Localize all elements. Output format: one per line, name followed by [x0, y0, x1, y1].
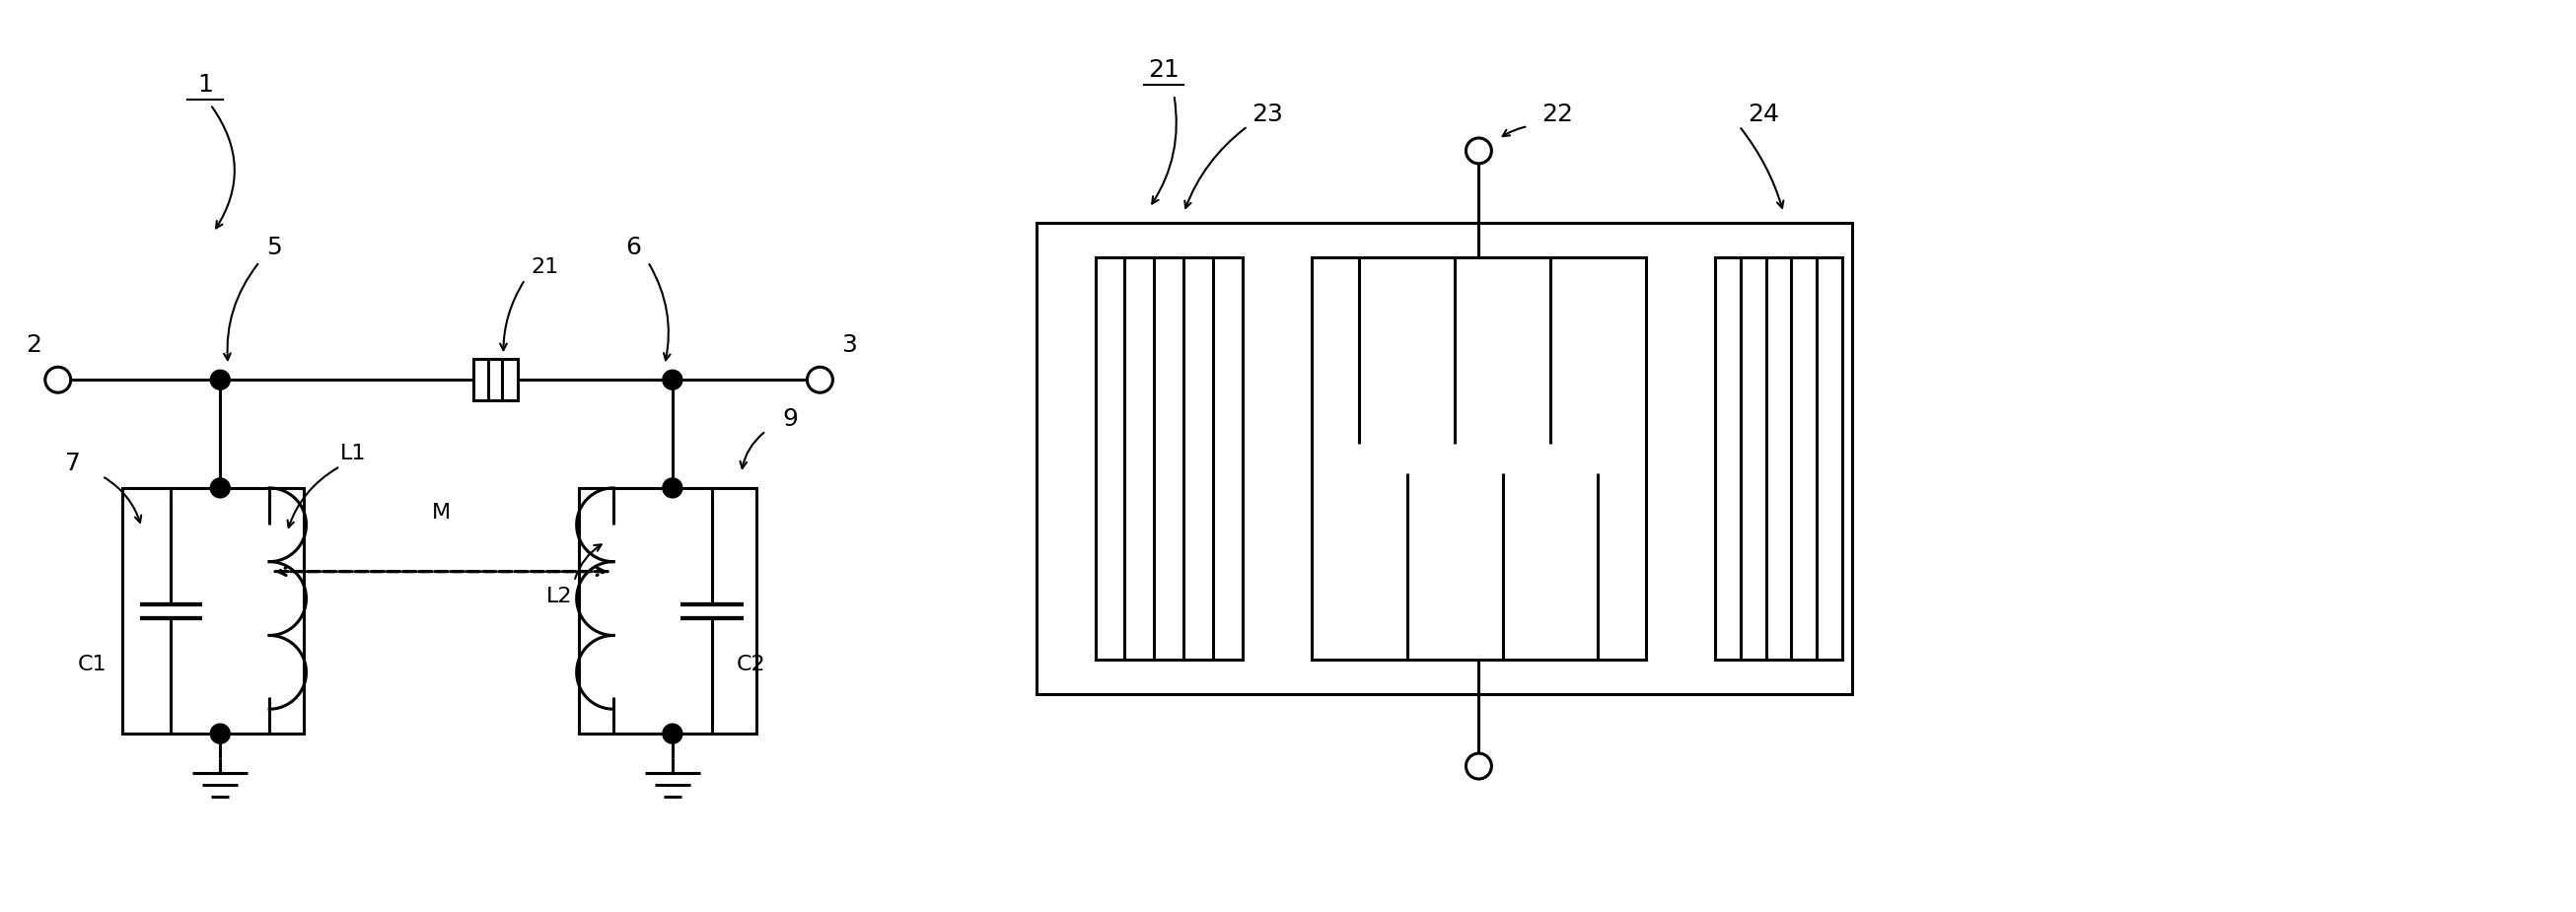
- Text: 2: 2: [26, 334, 41, 358]
- Circle shape: [211, 370, 229, 389]
- Bar: [474, 359, 518, 400]
- Text: M: M: [433, 503, 451, 523]
- Circle shape: [662, 724, 683, 743]
- Bar: [1095, 257, 1242, 660]
- Circle shape: [211, 478, 229, 498]
- Text: 23: 23: [1252, 102, 1283, 126]
- Text: 24: 24: [1749, 102, 1780, 126]
- Text: 1: 1: [198, 73, 214, 97]
- Text: L2: L2: [546, 586, 572, 606]
- Text: C2: C2: [737, 655, 765, 675]
- Bar: [1036, 223, 1852, 694]
- Text: 6: 6: [626, 235, 641, 259]
- Bar: [121, 488, 304, 733]
- Circle shape: [211, 724, 229, 743]
- Circle shape: [662, 370, 683, 389]
- Text: 7: 7: [64, 451, 80, 475]
- Text: 9: 9: [783, 408, 799, 431]
- Bar: [1716, 257, 1842, 660]
- Bar: [1311, 257, 1646, 660]
- Text: 5: 5: [265, 235, 281, 259]
- Circle shape: [662, 478, 683, 498]
- Text: 21: 21: [531, 257, 559, 276]
- Text: 21: 21: [1149, 58, 1180, 82]
- Text: 3: 3: [842, 334, 858, 358]
- Bar: [580, 488, 757, 733]
- Text: 22: 22: [1540, 102, 1574, 126]
- Text: C1: C1: [77, 655, 108, 675]
- Text: L1: L1: [340, 443, 366, 463]
